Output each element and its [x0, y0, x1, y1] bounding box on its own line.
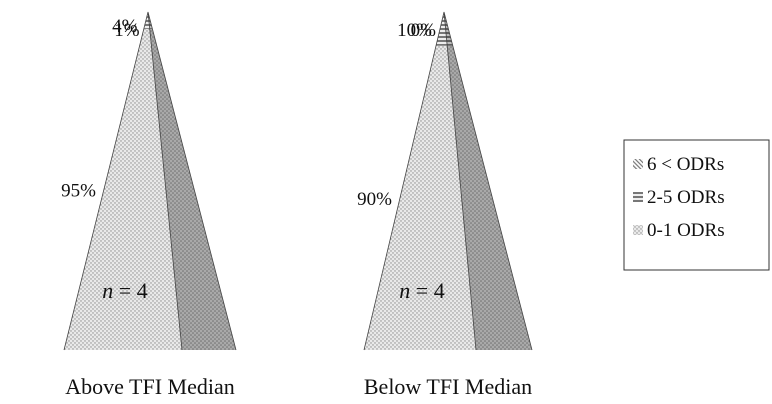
pct-label-2-5-odrs-below-tfi-median: 10% [397, 20, 432, 41]
pyramid-ridge [147, 11, 183, 351]
pct-label-2-5-odrs-above-tfi-median: 4% [112, 16, 138, 37]
pyramids [63, 11, 533, 351]
segment-0-1-odrs-below-tfi-median-front [364, 45, 476, 351]
legend-label-2-5-odrs: 2-5 ODRs [647, 187, 725, 208]
legend-swatch-2-5-odrs [633, 192, 643, 202]
pyramid-ridge [443, 11, 477, 351]
pct-label-6-odrs-below-tfi-median: 0% [411, 20, 437, 41]
segment-0-1-odrs-above-tfi-median-front [64, 28, 182, 351]
segment-0-1-odrs-below-tfi-median-side [447, 45, 532, 351]
pct-label-0-1-odrs-below-tfi-median: 90% [357, 189, 392, 210]
legend-swatch-6-odrs [633, 159, 643, 169]
pyramid-above-tfi-median [63, 11, 237, 351]
percentage-labels: 95% 4%1% n = 4 Above TFI Median 90% 10%0% n = … [61, 16, 532, 399]
legend-label-0-1-odrs: 0-1 ODRs [647, 220, 725, 241]
legend-label-6-odrs: 6 < ODRs [647, 154, 724, 175]
legend: 6 < ODRs 2-5 ODRs 0-1 ODRs [623, 139, 770, 271]
n-annotation: n = 4 [399, 278, 444, 303]
segment-2-5-odrs-above-tfi-median-front [143, 15, 150, 29]
pct-label-0-1-odrs-above-tfi-median: 95% [61, 180, 96, 201]
legend-box [623, 139, 770, 271]
pct-label-6-odrs-above-tfi-median: 1% [114, 20, 140, 41]
category-label-below-tfi-median: Below TFI Median [364, 374, 532, 399]
pyramid-below-tfi-median [363, 11, 533, 351]
category-label-above-tfi-median: Above TFI Median [65, 374, 234, 399]
n-annotation: n = 4 [102, 278, 147, 303]
segment-0-1-odrs-above-tfi-median-side [149, 28, 236, 351]
legend-swatch-0-1-odrs [633, 225, 643, 235]
